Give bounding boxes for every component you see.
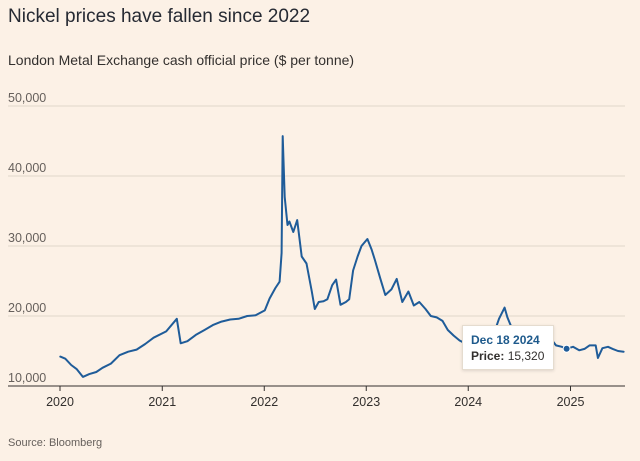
y-tick-label: 10,000	[8, 371, 46, 385]
y-tick-label: 20,000	[8, 301, 46, 315]
x-tick-label: 2021	[148, 395, 176, 409]
y-tick-label: 30,000	[8, 231, 46, 245]
x-tick-label: 2020	[46, 395, 74, 409]
tooltip-price-row: Price: 15,320	[471, 348, 545, 364]
x-tick-label: 2022	[250, 395, 278, 409]
tooltip-price-label: Price:	[471, 349, 505, 363]
x-tick-label: 2025	[557, 395, 585, 409]
chart-subtitle: London Metal Exchange cash official pric…	[8, 52, 355, 68]
y-tick-label: 50,000	[8, 91, 46, 105]
highlight-point[interactable]	[562, 344, 571, 353]
y-tick-label: 40,000	[8, 161, 46, 175]
x-axis: 2020 2021 2022 2023 2024 2025	[8, 385, 625, 409]
x-tick-label: 2023	[352, 395, 380, 409]
chart-title: Nickel prices have fallen since 2022	[8, 6, 311, 27]
grid-lines	[8, 105, 625, 317]
y-axis-ticks: 10,000 20,000 30,000 40,000 50,000	[8, 91, 46, 385]
tooltip-price-value: 15,320	[507, 349, 545, 363]
tooltip-date: Dec 18 2024	[471, 333, 540, 347]
source-note: Source: Bloomberg	[8, 437, 103, 449]
hover-tooltip: Dec 18 2024 Price: 15,320	[462, 325, 554, 370]
highlight-group	[562, 344, 571, 353]
x-tick-label: 2024	[454, 395, 482, 409]
